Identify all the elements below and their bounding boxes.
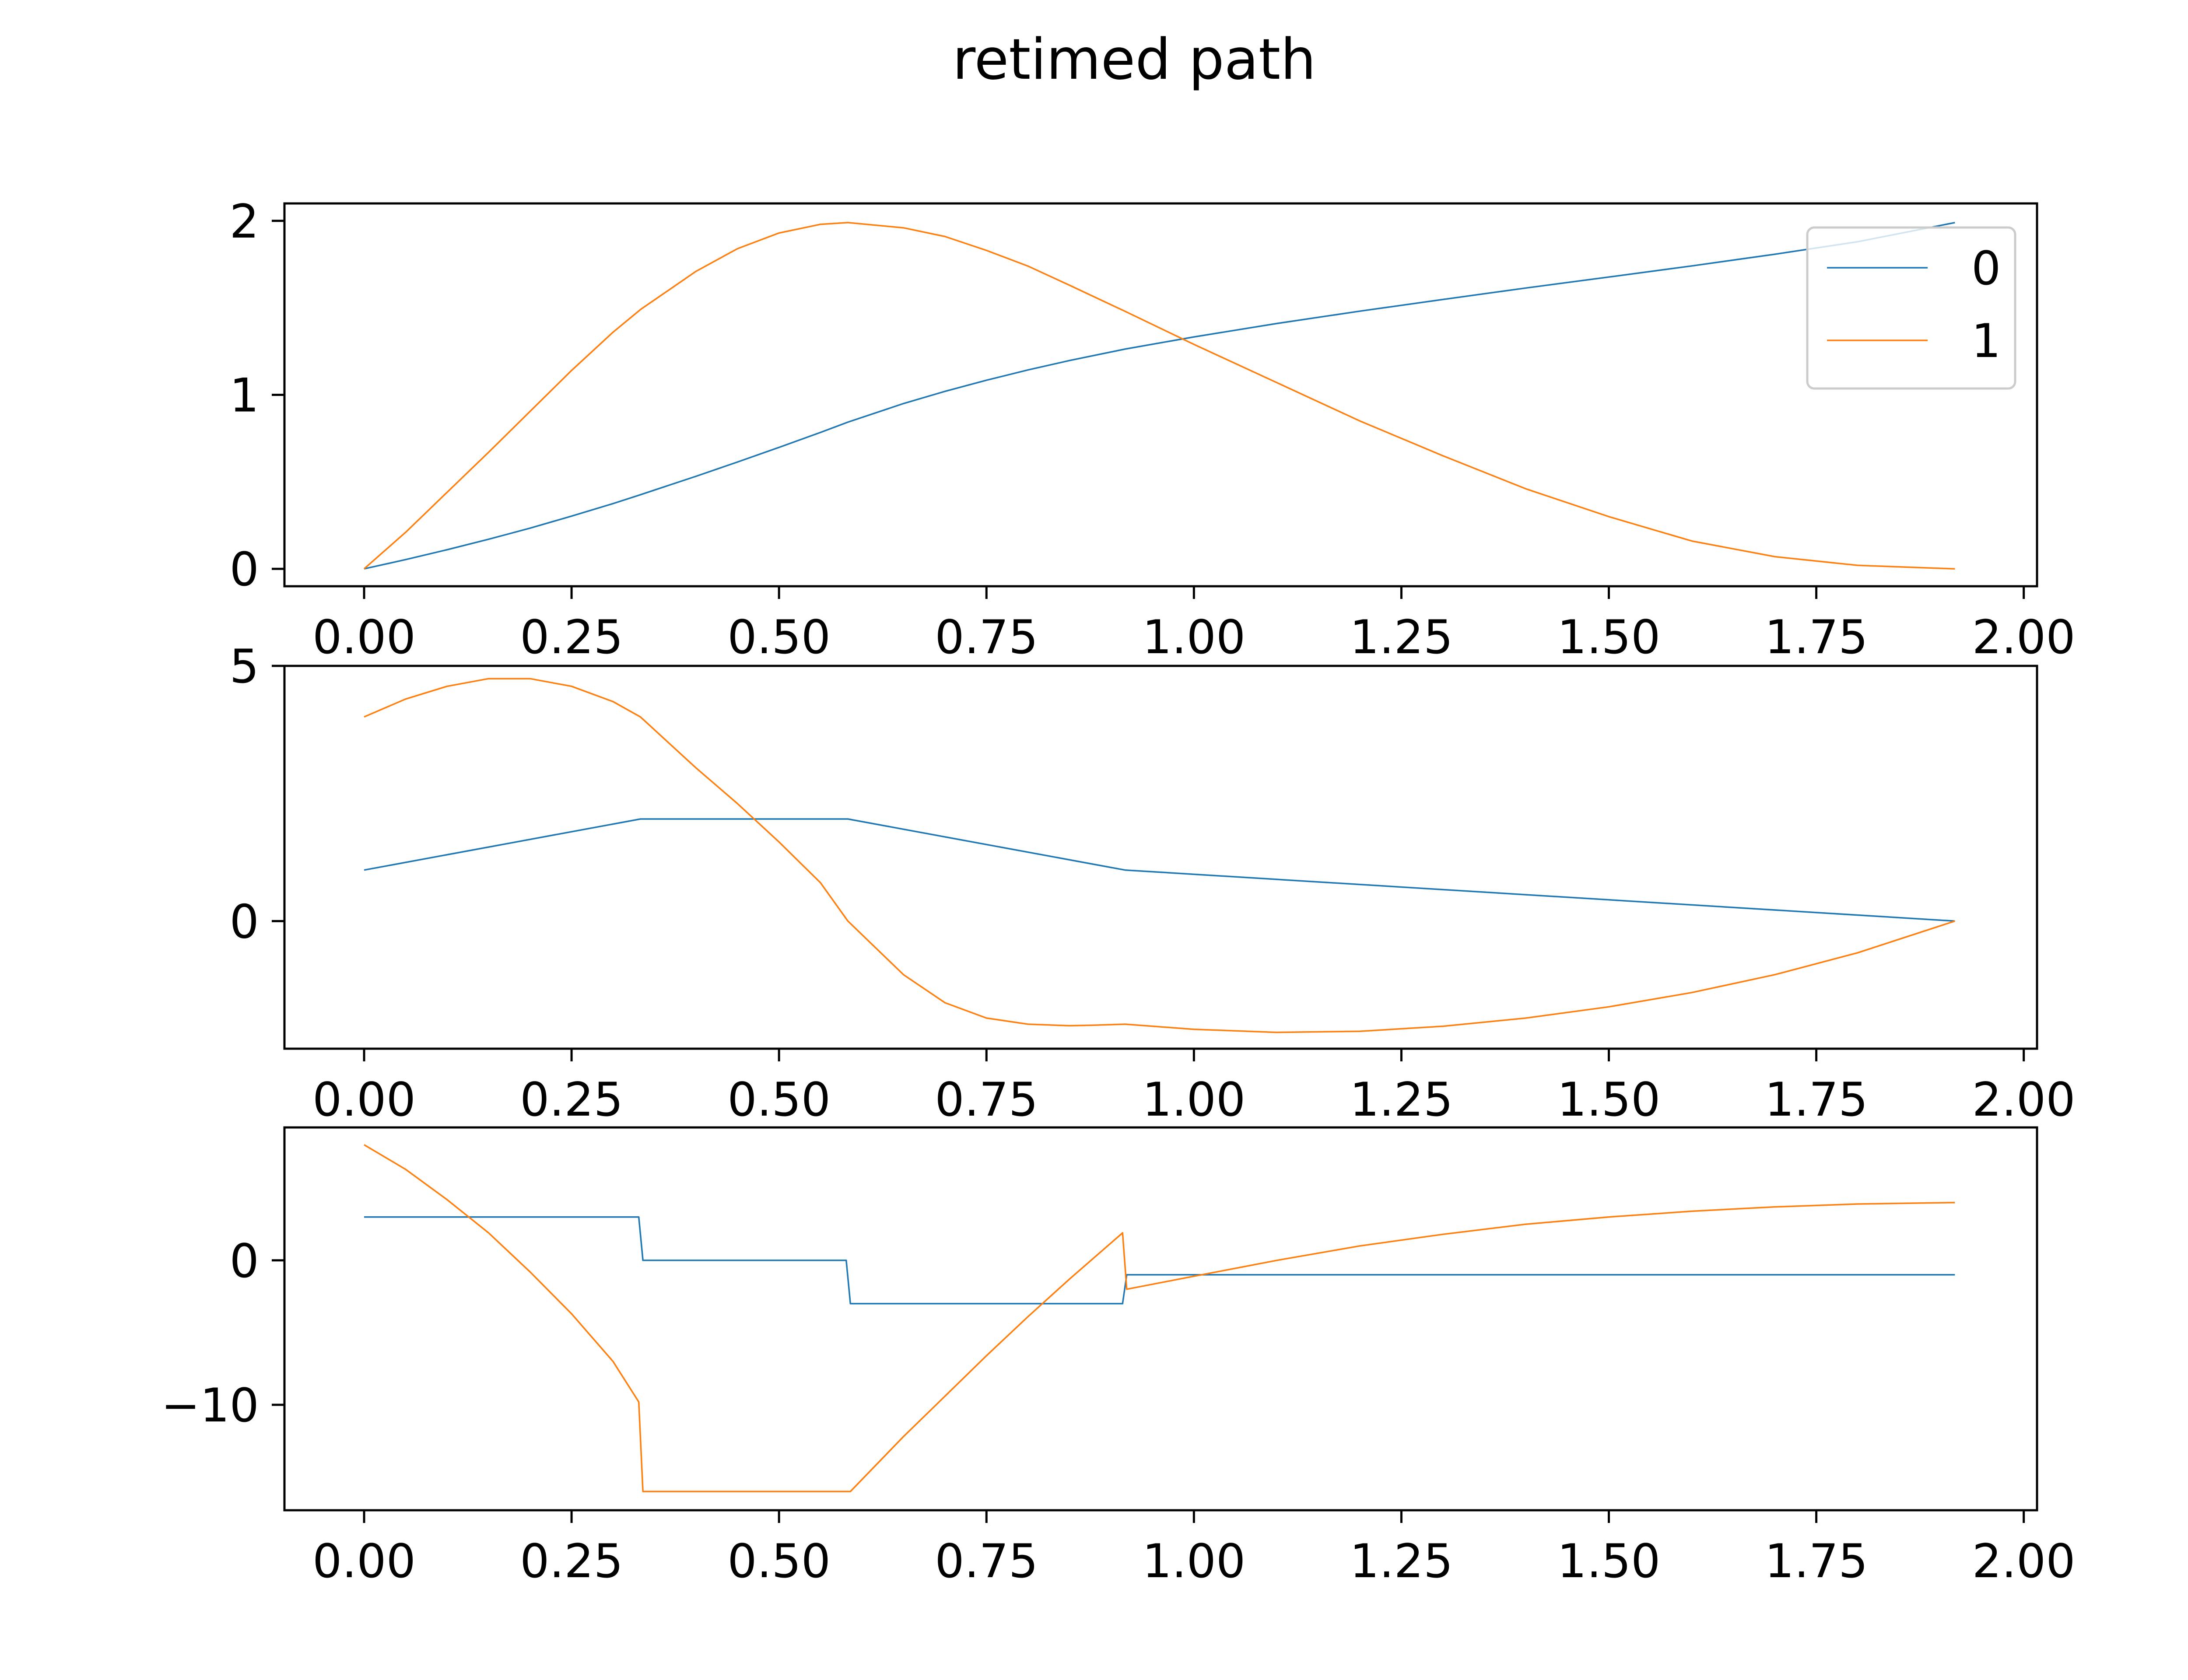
- subplot-1-xtick-label: 1.75: [1765, 610, 1868, 664]
- subplot-3-xtick-label: 0.50: [727, 1534, 831, 1588]
- legend-label: 0: [1971, 242, 2001, 295]
- subplot-1-series-1-line: [363, 222, 1955, 570]
- subplot-3-ytick-label: −10: [161, 1379, 259, 1432]
- subplot-2-xtick-label: 1.00: [1142, 1073, 1245, 1127]
- subplot-3-ytick-label: 0: [230, 1234, 259, 1288]
- subplot-2-series-0-line: [364, 818, 1955, 922]
- subplot-2-ytick-label: 0: [230, 895, 259, 948]
- subplot-2-ytick-label: 5: [230, 640, 259, 693]
- subplot-2-xtick-label: 0.50: [727, 1073, 831, 1127]
- subplot-2-xtick-label: 1.75: [1765, 1073, 1868, 1127]
- subplot-1-xtick-label: 0.00: [312, 610, 416, 664]
- subplot-3-xtick-label: 0.75: [935, 1534, 1038, 1588]
- subplot-3-series-1-line: [364, 1144, 1955, 1492]
- subplot-2-xtick-label: 2.00: [1972, 1073, 2076, 1127]
- subplot-1-ytick-label: 0: [230, 542, 259, 596]
- subplot-3: 0.00 0.25 0.50 0.75 1.00 1.25 1.50 1.75 2.00 −10 0: [161, 1126, 2076, 1588]
- subplot-2-xtick-label: 0.75: [935, 1073, 1038, 1127]
- subplot-3-xtick-label: 1.25: [1350, 1534, 1453, 1588]
- subplot-3-xtick-label: 0.00: [312, 1534, 416, 1588]
- subplot-2-frame: [283, 665, 2038, 1050]
- subplot-1-ytick-label: 2: [230, 195, 259, 248]
- subplot-3-xtick-label: 1.75: [1765, 1534, 1868, 1588]
- subplot-1-series-0-line: [364, 222, 1955, 570]
- subplot-3-xtick-label: 1.50: [1557, 1534, 1660, 1588]
- subplot-2-xtick-label: 0.25: [520, 1073, 623, 1127]
- subplot-3-frame: [283, 1126, 2038, 1512]
- subplot-1-xtick-label: 2.00: [1972, 610, 2076, 664]
- subplot-1-xtick-label: 0.50: [727, 610, 831, 664]
- subplot-2-xtick-label: 0.00: [312, 1073, 416, 1127]
- figure-title: retimed path: [953, 27, 1316, 92]
- subplot-1-xtick-label: 1.25: [1350, 610, 1453, 664]
- subplot-2-xtick-label: 1.25: [1350, 1073, 1453, 1127]
- subplot-1: 0.00 0.25 0.50 0.75 1.00 1.25 1.50 1.75 2.000120…: [230, 195, 2076, 664]
- subplot-3-xtick-label: 2.00: [1972, 1534, 2076, 1588]
- subplot-3-xtick-label: 0.25: [520, 1534, 623, 1588]
- subplot-1-xtick-label: 1.50: [1557, 610, 1660, 664]
- subplots: 0.00 0.25 0.50 0.75 1.00 1.25 1.50 1.75 2.000120…: [161, 195, 2075, 1588]
- subplot-2: 0.00 0.25 0.50 0.75 1.00 1.25 1.50 1.75 2.00 0 5: [230, 640, 2076, 1127]
- legend-label: 1: [1971, 314, 2001, 368]
- subplot-3-xtick-label: 1.00: [1142, 1534, 1245, 1588]
- subplot-2-xtick-label: 1.50: [1557, 1073, 1660, 1127]
- legend: 01: [1806, 226, 2016, 390]
- subplot-1-ytick-label: 1: [230, 369, 259, 423]
- subplot-1-xtick-label: 1.00: [1142, 610, 1245, 664]
- subplot-1-xtick-label: 0.75: [935, 610, 1038, 664]
- subplot-1-xtick-label: 0.25: [520, 610, 623, 664]
- subplot-2-series-1-line: [364, 678, 1955, 1033]
